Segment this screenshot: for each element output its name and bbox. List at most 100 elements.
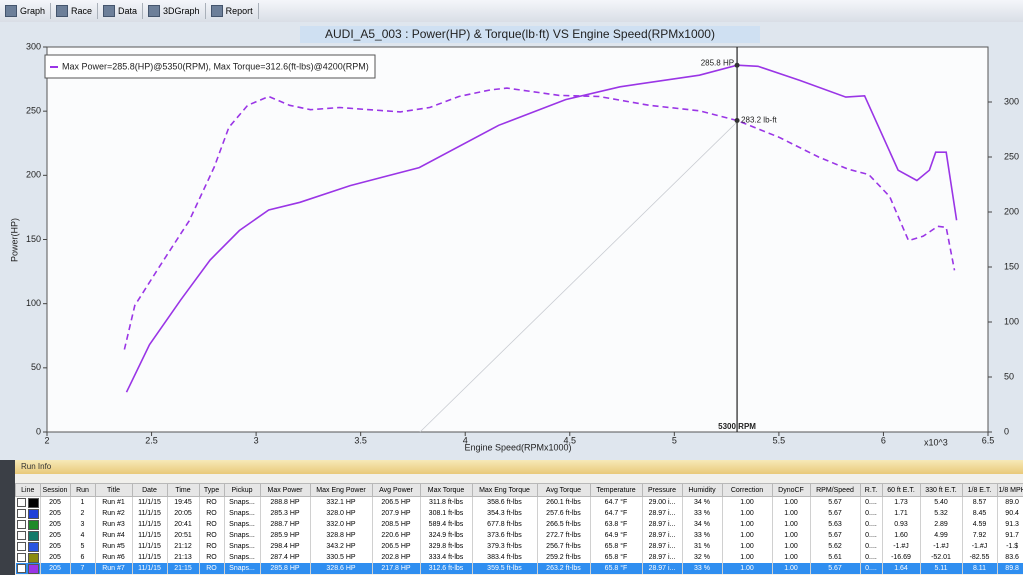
- cell: Run #2: [95, 508, 133, 519]
- column-header: Pressure: [641, 483, 683, 497]
- cell: 5.40: [920, 496, 963, 508]
- power-line: [125, 64, 958, 393]
- y2-tick-label: 300: [1004, 96, 1019, 106]
- run-row[interactable]: 205 6 Run #6 11/1/15 21:13 RO Snaps... 287.4 HP…: [15, 552, 1023, 563]
- cell: 63.8 °F: [590, 519, 643, 530]
- column-header: Humidity: [681, 483, 723, 497]
- cell: 7.92: [962, 530, 998, 541]
- reference-line: [419, 121, 738, 433]
- cell: 11/1/15: [132, 541, 168, 552]
- cell: Run #5: [95, 541, 133, 552]
- cell: 8.45: [962, 508, 998, 519]
- row-checkbox[interactable]: [16, 542, 26, 551]
- row-checkbox[interactable]: [16, 498, 26, 507]
- tab-icon: [5, 5, 17, 17]
- cell: 312.6 ft-lbs: [420, 563, 473, 574]
- cell: -1.#J: [962, 541, 998, 552]
- cell: 285.9 HP: [260, 530, 311, 541]
- cell: 11/1/15: [132, 508, 168, 519]
- row-checkbox[interactable]: [16, 553, 26, 562]
- cell: 34 %: [682, 496, 723, 508]
- column-header: Temperature: [589, 483, 643, 497]
- cell: 1.00: [722, 563, 773, 574]
- run-row[interactable]: 205 7 Run #7 11/1/15 21:15 RO Snaps... 285.8 HP…: [15, 563, 1023, 574]
- cell: 202.8 HP: [372, 552, 421, 563]
- line-color: [27, 530, 39, 541]
- column-header: 60 ft E.T.: [881, 483, 921, 497]
- line-color: [27, 563, 39, 574]
- cell: 8.57: [962, 496, 998, 508]
- toolbar-tab[interactable]: Report: [206, 3, 259, 19]
- cell: Snaps...: [224, 508, 261, 519]
- cell: 1.00: [722, 530, 773, 541]
- x-tick-label: 4: [463, 435, 468, 445]
- chart-title: AUDI_A5_003 : Power(HP) & Torque(lb·ft) …: [325, 27, 715, 41]
- tab-label: Report: [225, 6, 253, 16]
- y-tick-label: 200: [26, 170, 41, 180]
- cell: 65.8 °F: [590, 541, 643, 552]
- cell: 21:13: [167, 552, 200, 563]
- cell: 20:05: [167, 508, 200, 519]
- line-cell: [15, 496, 41, 508]
- cell: Run #4: [95, 530, 133, 541]
- cell: Snaps...: [224, 563, 261, 574]
- cell: RO: [199, 552, 225, 563]
- cell: 208.5 HP: [372, 519, 421, 530]
- cell: 332.1 HP: [310, 496, 373, 508]
- toolbar-tab[interactable]: Graph: [0, 3, 52, 19]
- cell: 8.11: [962, 563, 998, 574]
- cell: Snaps...: [224, 496, 261, 508]
- row-checkbox[interactable]: [16, 531, 26, 540]
- cell: 354.3 ft-lbs: [472, 508, 538, 519]
- column-header: Session: [39, 483, 71, 497]
- cell: 83.6: [997, 552, 1023, 563]
- run-row[interactable]: 205 5 Run #5 11/1/15 21:12 RO Snaps... 298.4 HP…: [15, 541, 1023, 552]
- cell: RO: [199, 541, 225, 552]
- line-color: [27, 497, 39, 508]
- row-checkbox[interactable]: [16, 564, 26, 573]
- toolbar-tab[interactable]: 3DGraph: [143, 3, 206, 19]
- line-cell: [15, 519, 41, 530]
- cell: RO: [199, 563, 225, 574]
- cell: 328.8 HP: [310, 530, 373, 541]
- y2-tick-label: 250: [1004, 151, 1019, 161]
- tab-icon: [210, 5, 223, 17]
- cell: 0....: [860, 541, 883, 552]
- tab-label: 3DGraph: [163, 6, 200, 16]
- row-checkbox[interactable]: [16, 509, 26, 518]
- cell: 205: [40, 508, 71, 519]
- cell: -1.#J: [882, 541, 921, 552]
- line-cell: [15, 563, 41, 574]
- cell: Snaps...: [224, 552, 261, 563]
- cell: 20:41: [167, 519, 200, 530]
- cell: RO: [199, 530, 225, 541]
- cell: 1.00: [772, 496, 811, 508]
- cell: Snaps...: [224, 530, 261, 541]
- cell: 1.00: [772, 530, 811, 541]
- cell: 288.8 HP: [260, 496, 311, 508]
- cell: 5.32: [920, 508, 963, 519]
- cell: 64.7 °F: [590, 508, 643, 519]
- run-row[interactable]: 205 1 Run #1 11/1/15 19:45 RO Snaps... 288.8 HP…: [15, 496, 1023, 508]
- column-header: Max Eng Power: [309, 483, 373, 497]
- column-header: Max Eng Torque: [471, 483, 538, 497]
- cell: 383.4 ft-lbs: [472, 552, 538, 563]
- run-row[interactable]: 205 3 Run #3 11/1/15 20:41 RO Snaps... 288.7 HP…: [15, 519, 1023, 530]
- cell: 373.6 ft-lbs: [472, 530, 538, 541]
- cell: 2.89: [920, 519, 963, 530]
- row-checkbox[interactable]: [16, 520, 26, 529]
- annotation-label: 285.8 HP: [701, 58, 734, 67]
- y-tick-label: 100: [26, 298, 41, 308]
- cell: 287.4 HP: [260, 552, 311, 563]
- run-row[interactable]: 205 4 Run #4 11/1/15 20:51 RO Snaps... 285.9 HP…: [15, 530, 1023, 541]
- toolbar-tab[interactable]: Race: [51, 3, 99, 19]
- cell: 1.73: [882, 496, 921, 508]
- cell: 205: [40, 552, 71, 563]
- run-row[interactable]: 205 2 Run #2 11/1/15 20:05 RO Snaps... 285.3 HP…: [15, 508, 1023, 519]
- column-header: DynoCF: [771, 483, 811, 497]
- cell: 260.1 ft-lbs: [537, 496, 591, 508]
- cell: 205: [40, 530, 71, 541]
- toolbar-tab[interactable]: Data: [98, 3, 144, 19]
- cursor-label: 5300 RPM: [718, 422, 756, 431]
